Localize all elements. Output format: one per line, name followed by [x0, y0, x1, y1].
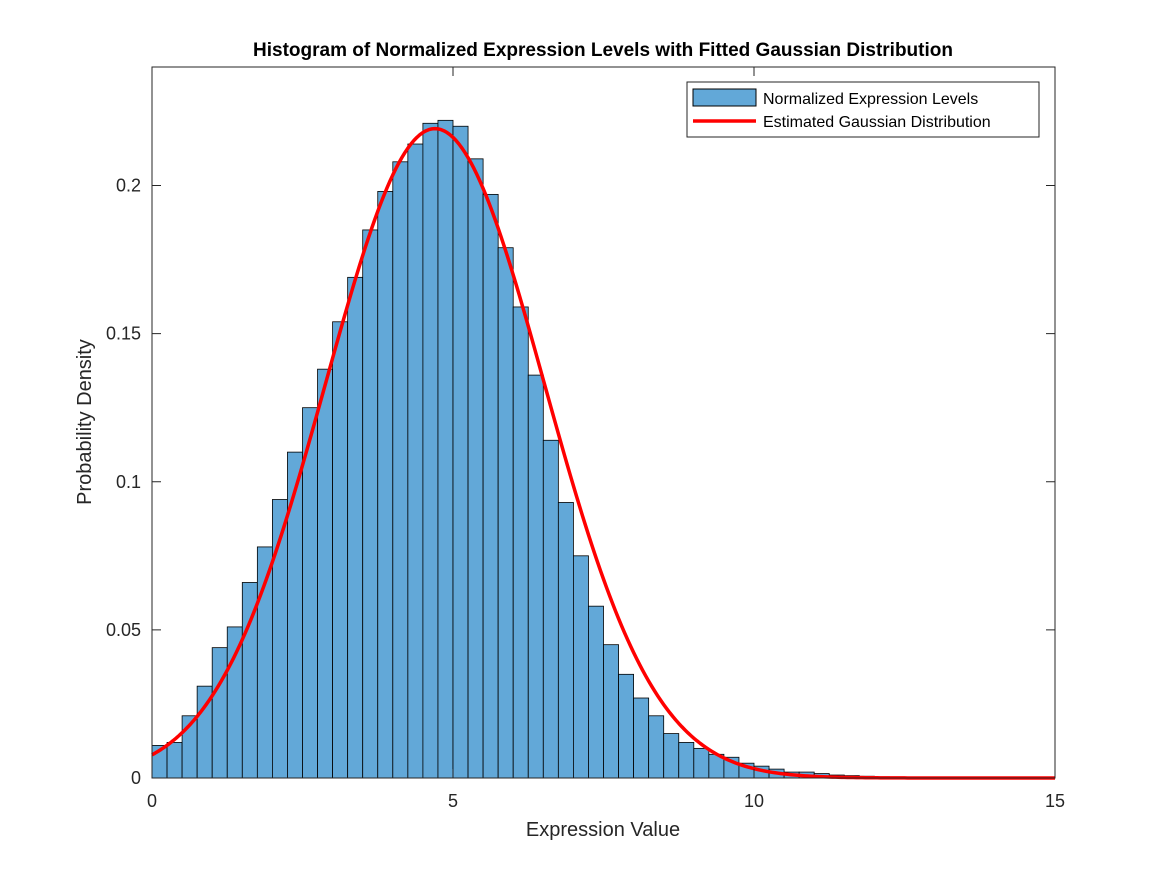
histogram-bar: [573, 555, 589, 779]
histogram-bar: [226, 626, 243, 779]
histogram-bar: [317, 368, 333, 779]
histogram-bar: [588, 605, 604, 779]
histogram-bar: [377, 191, 394, 779]
legend-label-histogram: Normalized Expression Levels: [763, 91, 978, 108]
histogram-bar: [467, 158, 484, 779]
histogram-bar: [557, 502, 574, 779]
histogram-bar: [166, 742, 183, 779]
plot-frame: [151, 66, 1056, 779]
histogram-bar: [678, 742, 695, 779]
histogram-bar: [347, 276, 364, 779]
histogram-bar: [362, 229, 379, 779]
x-tick-label: 10: [744, 791, 764, 811]
histogram-bar: [422, 122, 439, 779]
histogram-bar: [287, 451, 303, 779]
histogram-bar: [497, 247, 514, 779]
histogram-bar: [482, 193, 499, 779]
y-tick-label: 0.15: [106, 324, 141, 344]
legend: Normalized Expression Levels Estimated G…: [686, 81, 1040, 138]
y-tick-label: 0: [131, 768, 141, 788]
histogram-bar: [332, 321, 349, 779]
histogram-bar: [512, 306, 529, 779]
y-axis-label: Probability Density: [74, 339, 96, 505]
x-tick-label: 0: [147, 791, 157, 811]
x-tick-label: 15: [1045, 791, 1065, 811]
histogram-bar: [437, 119, 454, 779]
y-tick-label: 0.2: [116, 176, 141, 196]
histogram-bar: [648, 715, 665, 779]
histogram-bar: [663, 733, 680, 779]
histogram-bar: [527, 374, 544, 779]
y-tick-label: 0.1: [116, 472, 141, 492]
histogram-bar: [392, 161, 409, 779]
histogram-bar: [407, 143, 424, 779]
axis-ticks: 0 5 10 15 0 0.05 0.1 0.15 0.2: [106, 67, 1065, 811]
histogram-bar: [452, 125, 469, 779]
x-tick-label: 5: [448, 791, 458, 811]
y-tick-label: 0.05: [106, 620, 141, 640]
histogram-bar: [603, 644, 619, 779]
histogram-bar: [211, 647, 228, 779]
histogram-bar: [542, 439, 559, 779]
chart-title: Histogram of Normalized Expression Level…: [253, 40, 953, 61]
histogram-bar: [618, 673, 634, 779]
legend-label-gaussian: Estimated Gaussian Distribution: [763, 114, 991, 131]
x-axis-label: Expression Value: [526, 819, 680, 841]
histogram-bar: [633, 697, 650, 779]
legend-swatch-histogram: [692, 88, 757, 107]
histogram-bar: [693, 747, 710, 779]
